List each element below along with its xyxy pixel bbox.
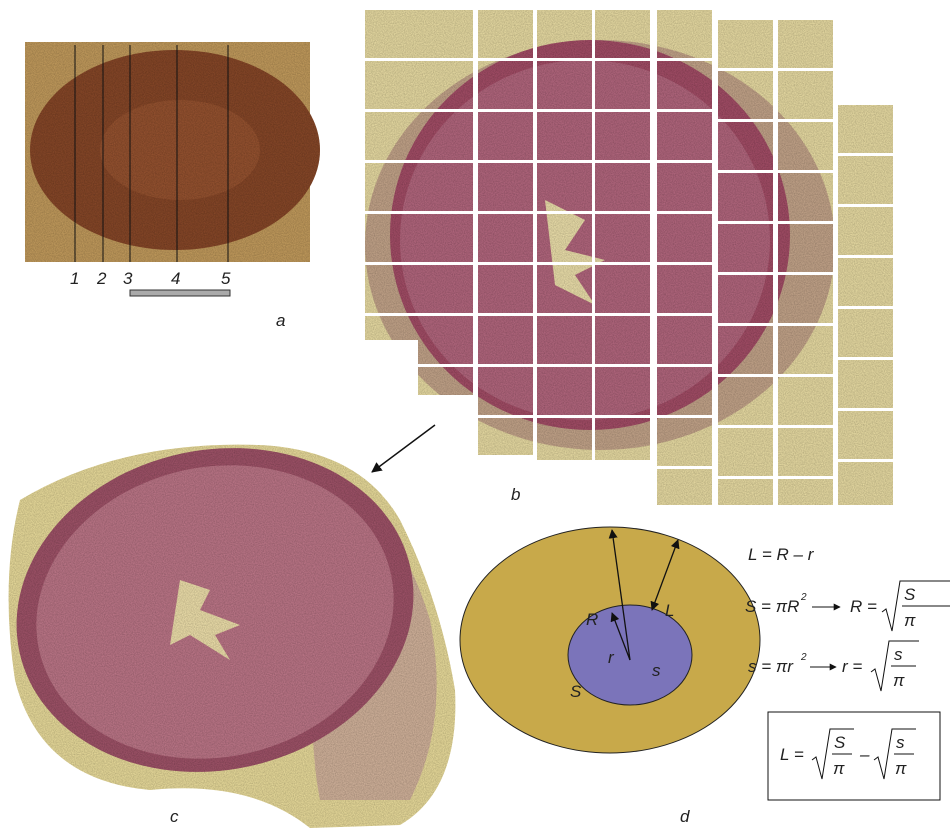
panel-label: a	[276, 311, 285, 330]
numerator: s	[896, 733, 905, 752]
denominator: π	[904, 611, 916, 630]
panel-a	[25, 42, 320, 262]
section-number: 5	[221, 269, 231, 288]
panel-c-photo	[0, 412, 455, 828]
diagram-label: R	[586, 610, 598, 629]
operator: –	[859, 745, 870, 764]
numerator: S	[904, 585, 916, 604]
numerator: S	[834, 733, 846, 752]
formula: L = R – r	[748, 545, 815, 564]
denominator: π	[895, 759, 907, 778]
section-number: 2	[96, 269, 107, 288]
numerator: s	[894, 645, 903, 664]
figure: 1 2 3 4 5 a b c R L r s S d L = R – r S …	[0, 0, 950, 830]
diagram-label: s	[652, 661, 661, 680]
superscript: 2	[800, 592, 807, 603]
formula-lhs: S = πR	[745, 597, 799, 616]
diagram-label: L	[665, 601, 674, 620]
panel-label: b	[511, 485, 520, 504]
superscript: 2	[800, 652, 807, 663]
panel-label: d	[680, 807, 690, 826]
panel-label: c	[170, 807, 179, 826]
diagram-label: S	[570, 682, 582, 701]
formula-lhs: s = πr	[748, 657, 794, 676]
scale-bar	[130, 290, 230, 296]
section-number: 1	[70, 269, 79, 288]
section-core	[100, 100, 260, 200]
panel-b-mosaic	[360, 5, 900, 510]
denominator: π	[833, 759, 845, 778]
formula-rhs: r =	[842, 657, 862, 676]
section-number: 3	[123, 269, 133, 288]
formula-lhs: L =	[780, 745, 804, 764]
denominator: π	[893, 671, 905, 690]
arrow	[372, 425, 435, 472]
section-number: 4	[171, 269, 180, 288]
formula-rhs: R =	[850, 597, 877, 616]
